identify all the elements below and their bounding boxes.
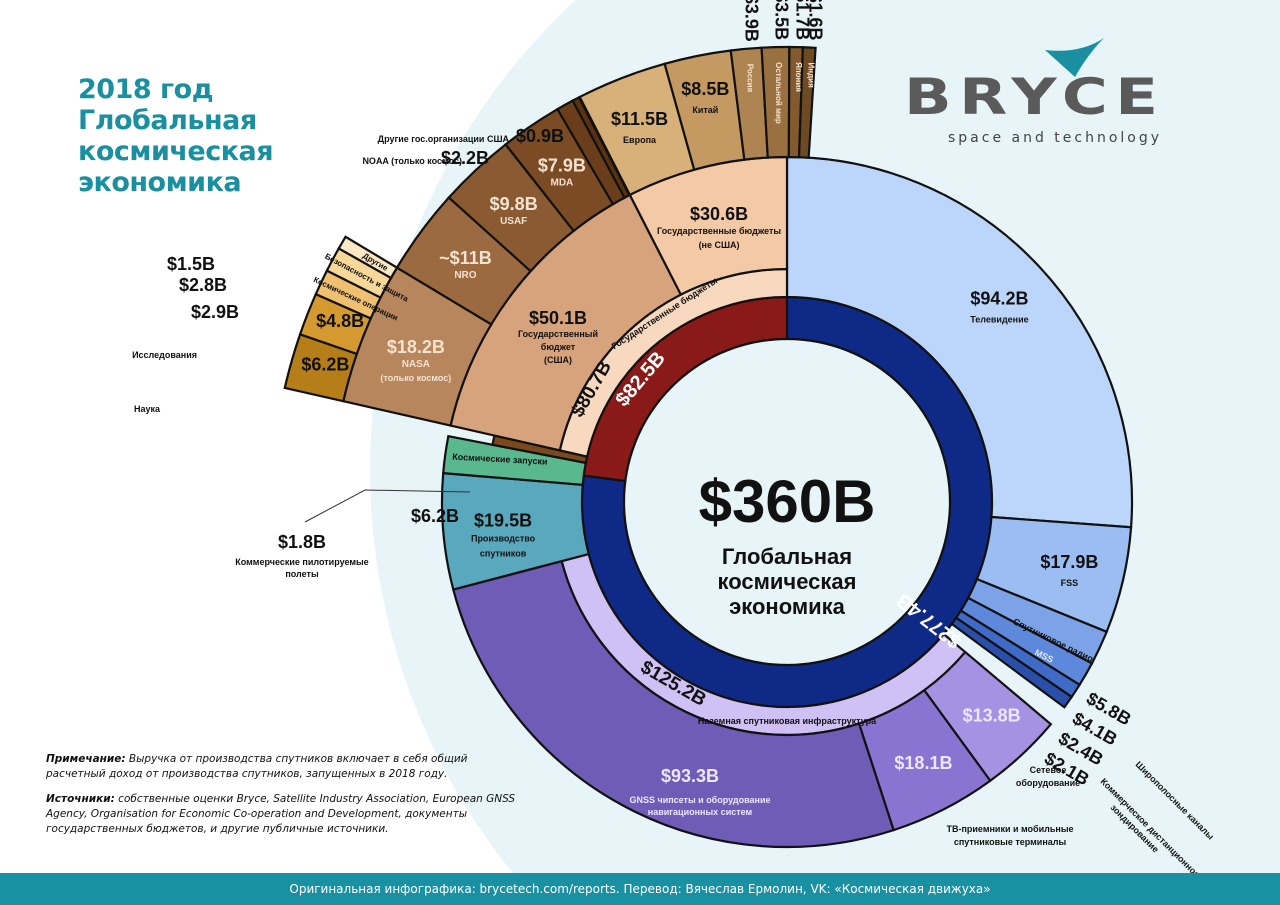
nasa-breakdown-value: $2.9B xyxy=(191,302,239,322)
us-budget-label: Государственный xyxy=(518,329,598,339)
us-agency-label: (только космос) xyxy=(380,373,451,383)
note-paragraph: Примечание: Выручка от производства спут… xyxy=(46,752,516,782)
segment-india xyxy=(797,46,817,159)
sources-label: Источники: xyxy=(46,793,115,805)
non-us-budget-label: $30.6B xyxy=(690,204,748,224)
us-agency-label: $7.9B xyxy=(538,155,586,175)
segment-television xyxy=(785,155,1134,529)
notes: Примечание: Выручка от производства спут… xyxy=(46,752,516,847)
footer-credits: Оригинальная инфографика: brycetech.com/… xyxy=(0,873,1280,905)
us-budget-label: (США) xyxy=(544,355,572,365)
sources-text: собственные оценки Bryce, Satellite Indu… xyxy=(46,793,516,835)
title-line: экономика xyxy=(78,167,242,198)
center-total-label: Глобальная xyxy=(722,544,852,569)
note-text: Выручка от производства спутников включа… xyxy=(46,753,468,780)
sources-paragraph: Источники: собственные оценки Bryce, Sat… xyxy=(46,792,516,837)
human-spaceflight-label: Коммерческие пилотируемые xyxy=(235,557,368,567)
page-title: 2018 год Глобальная космическая экономик… xyxy=(78,74,274,198)
us-budget-label: бюджет xyxy=(541,342,576,352)
satellite-manufacturing-label: $19.5B xyxy=(474,511,532,531)
us-agency-label: NASA xyxy=(402,359,430,370)
country-label: Россия xyxy=(746,64,755,93)
country-value: $3.9B xyxy=(742,0,762,42)
remote-sensing-label: Коммерческое дистанционное xyxy=(1099,776,1202,879)
consumer-terminals-value: $18.1B xyxy=(894,753,952,773)
europe-label: Европа xyxy=(623,135,657,145)
center-total-label: космическая xyxy=(718,569,857,594)
human-spaceflight-label: полеты xyxy=(285,569,319,579)
consumer-terminals-label: спутниковые терминалы xyxy=(954,837,1067,847)
human-spaceflight-value: $1.8B xyxy=(278,532,326,552)
nasa-breakdown-value: $2.8B xyxy=(179,275,227,295)
country-label: Индия xyxy=(806,63,815,89)
us-agency-label: ~$11B xyxy=(439,248,492,268)
non-us-budget-label: Государственные бюджеты xyxy=(657,226,781,236)
science-label: Наука xyxy=(134,404,161,414)
title-line: Глобальная xyxy=(78,105,257,136)
television-label: $94.2B xyxy=(970,289,1028,309)
fss-label: $17.9B xyxy=(1040,552,1098,572)
us-budget-label: $50.1B xyxy=(529,308,587,328)
us-agency-label: USAF xyxy=(500,216,527,227)
bryce-logo: BRYCE space and technology xyxy=(900,30,1210,160)
china-label: $8.5B xyxy=(681,79,729,99)
center-hole xyxy=(622,337,952,667)
us-agency-label: $18.2B xyxy=(387,337,445,357)
title-line: космическая xyxy=(78,136,274,167)
launch-industry-label: Космические запуски xyxy=(452,452,548,467)
network-equipment-value: $13.8B xyxy=(963,705,1021,725)
us-agency-label: NRO xyxy=(454,270,476,281)
launch-industry-value: $6.2B xyxy=(411,506,459,526)
note-label: Примечание: xyxy=(46,753,126,765)
title-line: 2018 год xyxy=(78,74,214,105)
country-value: $1.7B xyxy=(792,0,812,40)
other-us-agencies-label: Другие гос.организации США xyxy=(378,134,510,144)
country-label: Япония xyxy=(794,62,803,92)
center-total-label: экономика xyxy=(729,594,846,619)
nasa-breakdown-value: $6.2B xyxy=(301,354,349,374)
ground-infrastructure-label: Наземная спутниковая инфраструктура xyxy=(698,716,877,726)
satellite-manufacturing-label: Производство xyxy=(471,534,536,544)
other-us-agencies-value: $0.9B xyxy=(516,126,564,146)
gnss-label: GNSS чипсеты и оборудование xyxy=(629,795,770,805)
satellite-manufacturing-label: спутников xyxy=(480,549,527,559)
consumer-terminals-label: ТВ-приемники и мобильные xyxy=(946,824,1073,834)
nasa-breakdown-value: $4.8B xyxy=(316,311,364,331)
human-spaceflight-leader-line xyxy=(304,489,471,523)
logo-wordmark: BRYCE xyxy=(904,68,1166,126)
segment-gnss-equipment xyxy=(451,559,895,849)
country-label: Остальной мир xyxy=(774,62,783,124)
segment-remote-sensing xyxy=(950,616,1074,709)
fss-label: FSS xyxy=(1061,578,1079,588)
gnss-value: $93.3B xyxy=(661,766,719,786)
television-label: Телевидение xyxy=(970,315,1028,325)
noaa-value: $2.2B xyxy=(441,148,489,168)
non-us-budget-label: (не США) xyxy=(699,240,740,250)
country-value: $1.6B xyxy=(806,0,826,41)
nasa-breakdown-value: $1.5B xyxy=(167,254,215,274)
center-total-value: $360B xyxy=(699,468,876,535)
network-equipment-label: оборудование xyxy=(1016,778,1080,788)
us-agency-label: MDA xyxy=(550,177,573,188)
exploration-label: Исследования xyxy=(132,350,197,360)
network-equipment-label: Сетевое xyxy=(1030,765,1067,775)
segment-nasa-other xyxy=(337,235,399,280)
us-agency-label: $9.8B xyxy=(490,194,538,214)
china-label: Китай xyxy=(692,105,718,115)
logo-swoosh-icon xyxy=(1045,38,1104,77)
europe-label: $11.5B xyxy=(611,109,668,129)
gnss-label: навигационных систем xyxy=(648,807,753,817)
logo-tagline: space and technology xyxy=(948,130,1163,146)
noaa-label: NOAA (только космос) xyxy=(362,156,462,166)
country-value: $3.5B xyxy=(771,0,791,40)
